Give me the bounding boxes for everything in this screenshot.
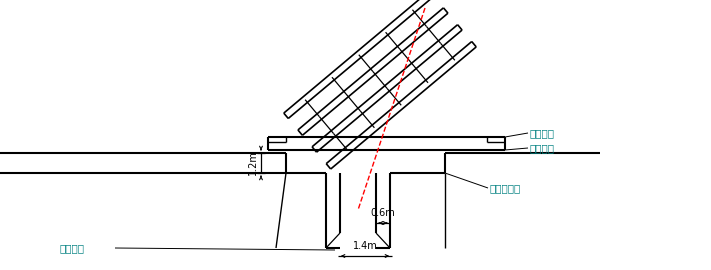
Text: 1.4m: 1.4m (353, 241, 378, 251)
Text: 中心轴线: 中心轴线 (60, 243, 85, 253)
Text: 定位型钢: 定位型钢 (530, 128, 555, 138)
Text: 围护内边线: 围护内边线 (490, 183, 521, 193)
Text: 0.6m: 0.6m (370, 208, 395, 218)
Text: 围护内边: 围护内边 (530, 143, 555, 153)
Text: 1.2m: 1.2m (248, 151, 258, 176)
